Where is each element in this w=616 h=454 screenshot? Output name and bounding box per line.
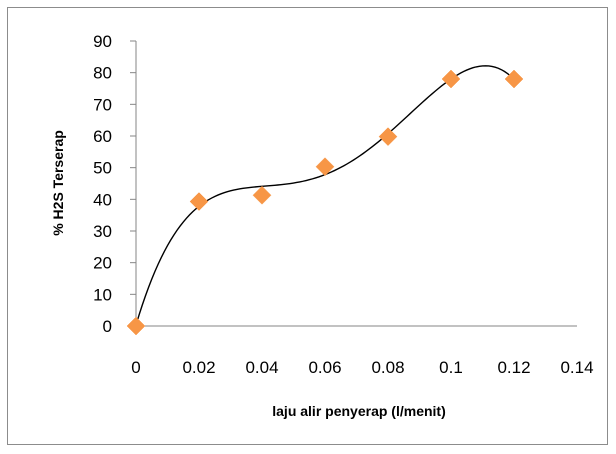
x-tick-label: 0.06 <box>308 358 341 377</box>
y-tick-label: 90 <box>93 32 112 51</box>
x-tick-label: 0.02 <box>182 358 215 377</box>
data-point <box>441 69 461 89</box>
trendline <box>135 65 515 326</box>
y-axis-title: % H2S Terserap <box>50 130 66 236</box>
x-tick-label: 0 <box>131 358 140 377</box>
x-tick-label: 0.1 <box>439 358 463 377</box>
y-tick-label: 40 <box>93 190 112 209</box>
tick-labels-layer: 0 10 20 30 40 50 60 70 80 90 0 0.02 0.04 0.06 0.08 0.1 0… <box>93 32 593 377</box>
data-point <box>252 185 272 205</box>
y-tick-label: 0 <box>103 317 112 336</box>
y-tick-label: 30 <box>93 222 112 241</box>
y-tick-label: 80 <box>93 64 112 83</box>
y-tick-label: 70 <box>93 95 112 114</box>
y-tick-label: 50 <box>93 159 112 178</box>
data-point <box>378 127 398 146</box>
data-point <box>504 69 524 89</box>
x-tick-label: 0.08 <box>371 358 404 377</box>
data-point <box>126 316 146 336</box>
y-tick-label: 20 <box>93 254 112 273</box>
y-tick-label: 10 <box>93 285 112 304</box>
axes <box>130 40 577 327</box>
trendline-layer <box>135 65 515 326</box>
data-point <box>189 192 209 211</box>
y-tick-label: 60 <box>93 127 112 146</box>
x-axis-title: laju alir penyerap (l/menit) <box>272 403 446 419</box>
data-point <box>315 157 335 177</box>
x-tick-label: 0.04 <box>245 358 278 377</box>
x-tick-label: 0.12 <box>497 358 530 377</box>
x-tick-label: 0.14 <box>560 358 593 377</box>
points-layer <box>126 69 524 336</box>
